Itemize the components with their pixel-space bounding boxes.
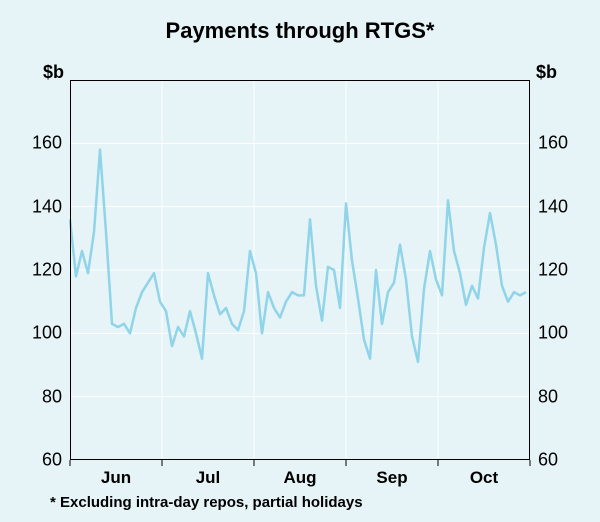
y-tick-left: 120 — [32, 260, 62, 281]
y-axis-unit-left: $b — [43, 62, 64, 83]
x-tick: Jun — [101, 468, 131, 488]
y-tick-left: 60 — [42, 450, 62, 471]
chart-title: Payments through RTGS* — [0, 18, 600, 44]
y-tick-right: 120 — [538, 260, 568, 281]
y-tick-right: 160 — [538, 133, 568, 154]
y-tick-left: 160 — [32, 133, 62, 154]
y-tick-right: 100 — [538, 323, 568, 344]
y-tick-right: 80 — [538, 386, 558, 407]
y-tick-left: 100 — [32, 323, 62, 344]
y-tick-right: 140 — [538, 196, 568, 217]
y-axis-unit-right: $b — [536, 62, 557, 83]
chart-container: Payments through RTGS* $b $b * Excluding… — [0, 0, 600, 522]
x-tick: Jul — [196, 468, 221, 488]
y-tick-left: 80 — [42, 386, 62, 407]
x-tick: Oct — [470, 468, 498, 488]
x-tick: Aug — [283, 468, 316, 488]
y-tick-left: 140 — [32, 196, 62, 217]
chart-footnote: * Excluding intra-day repos, partial hol… — [50, 494, 363, 511]
y-tick-right: 60 — [538, 450, 558, 471]
x-tick: Sep — [376, 468, 407, 488]
chart-plot-area — [70, 80, 530, 468]
